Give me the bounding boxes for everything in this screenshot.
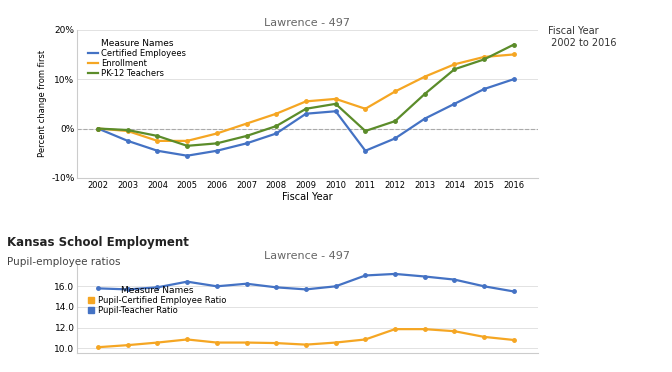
Legend: Pupil-Certified Employee Ratio, Pupil-Teacher Ratio: Pupil-Certified Employee Ratio, Pupil-Te… (86, 284, 228, 317)
Legend: Certified Employees, Enrollment, PK-12 Teachers: Certified Employees, Enrollment, PK-12 T… (86, 37, 187, 80)
Text: Fiscal Year
 2002 to 2016: Fiscal Year 2002 to 2016 (548, 26, 616, 48)
Text: Pupil-employee ratios: Pupil-employee ratios (7, 257, 120, 267)
Title: Lawrence - 497: Lawrence - 497 (265, 251, 350, 262)
Title: Lawrence - 497: Lawrence - 497 (265, 17, 350, 28)
Text: Kansas School Employment: Kansas School Employment (7, 236, 189, 249)
Y-axis label: Percent change from first: Percent change from first (38, 50, 47, 157)
X-axis label: Fiscal Year: Fiscal Year (282, 192, 333, 202)
